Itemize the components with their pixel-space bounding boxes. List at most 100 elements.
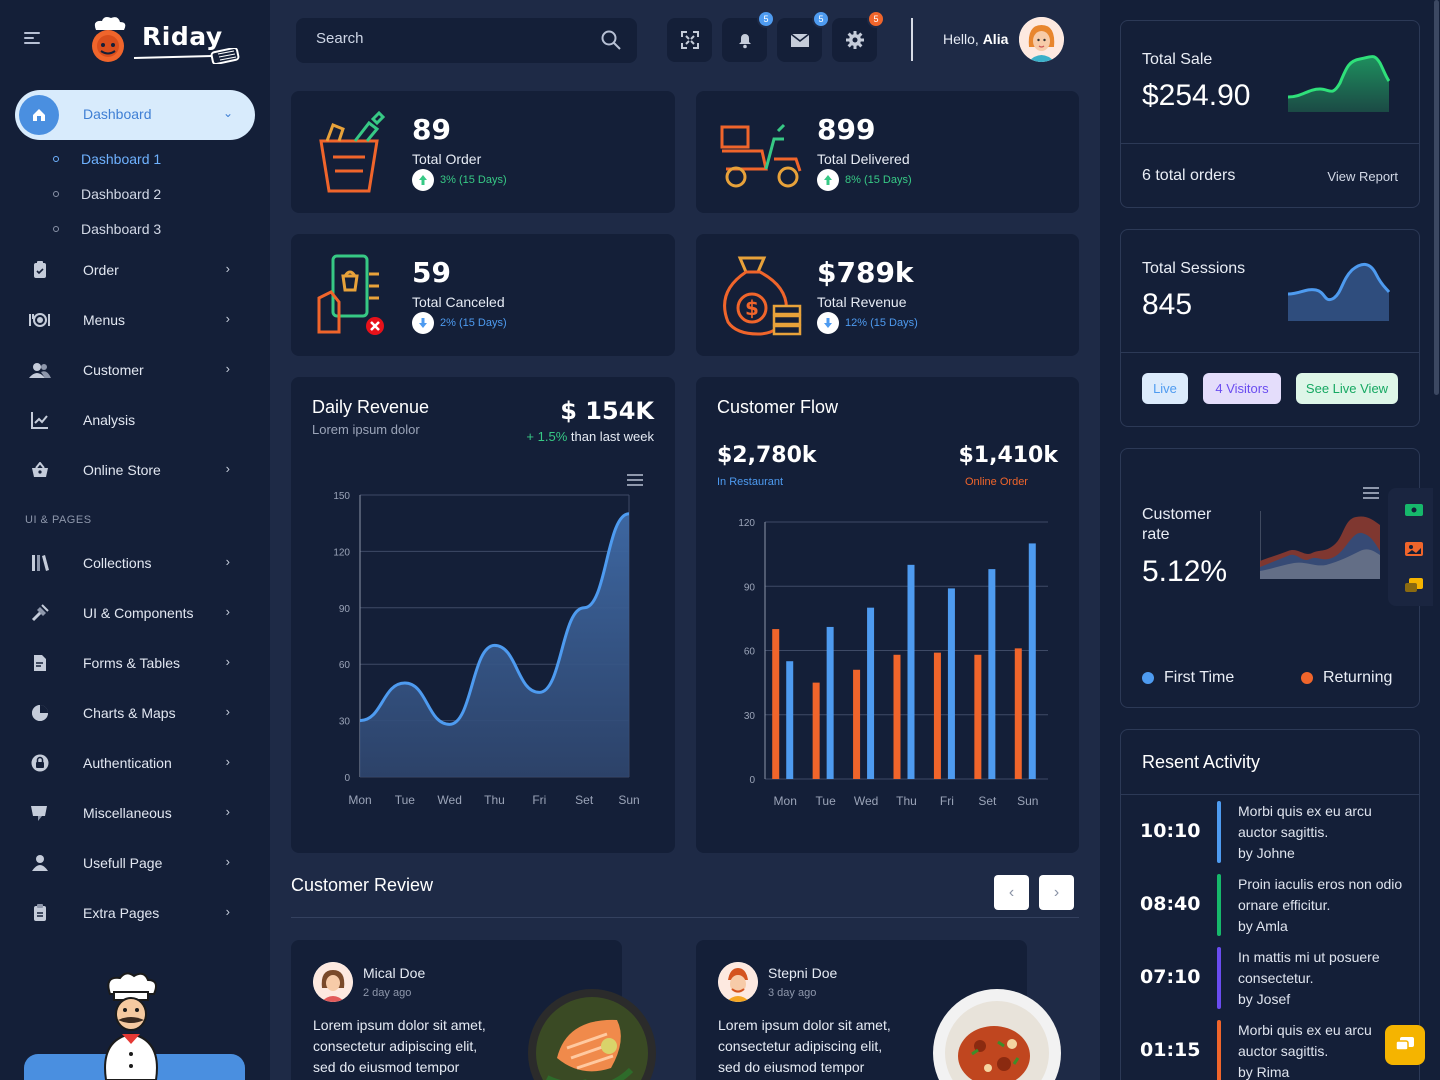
in-restaurant-bar xyxy=(907,564,915,779)
y-tick-label: 60 xyxy=(339,660,351,671)
divider xyxy=(1121,143,1419,144)
notifications-button[interactable]: 5 xyxy=(722,10,775,62)
search-input[interactable] xyxy=(316,30,576,47)
chevron-right-icon: › xyxy=(225,654,230,669)
sidebar-item-menus[interactable]: Menus › xyxy=(28,308,238,332)
food-bag-icon xyxy=(319,111,386,193)
y-tick-label: 30 xyxy=(339,717,351,728)
chevron-right-icon: › xyxy=(225,804,230,819)
sidebar-item-analysis[interactable]: Analysis xyxy=(28,408,238,432)
sidebar-item-ui-components[interactable]: UI & Components › xyxy=(28,601,238,625)
total-sessions-label: Total Sessions xyxy=(1142,260,1246,277)
brand-name: Riday xyxy=(142,22,223,51)
sidebar-item-online-store[interactable]: Online Store › xyxy=(28,458,238,482)
books-icon xyxy=(28,551,52,575)
chevron-right-icon: › xyxy=(225,904,230,919)
stat-change: 3% (15 Days) xyxy=(412,169,507,191)
y-tick-label: 120 xyxy=(333,547,350,558)
chevron-right-icon: › xyxy=(225,854,230,869)
misc-icon xyxy=(28,801,52,825)
in-restaurant-bar xyxy=(826,626,834,779)
sidebar-item-customer[interactable]: Customer › xyxy=(28,358,238,382)
review-text: Lorem ipsum dolor sit amet, consectetur … xyxy=(718,1017,891,1075)
arrow-up-icon xyxy=(817,169,839,191)
sidebar-item-forms-tables[interactable]: Forms & Tables › xyxy=(28,651,238,675)
prev-review-button[interactable]: ‹ xyxy=(994,875,1029,910)
messages-button[interactable]: 5 xyxy=(777,10,830,62)
menu-toggle-icon[interactable] xyxy=(24,32,40,47)
sidebar-item-miscellaneous[interactable]: Miscellaneous › xyxy=(28,801,238,825)
spatula-icon xyxy=(133,48,240,64)
stat-label: Total Revenue xyxy=(817,294,907,310)
y-tick-label: 90 xyxy=(339,604,351,615)
chat-bubble-icon[interactable] xyxy=(1405,578,1423,594)
daily-revenue-card: Daily Revenue Lorem ipsum dolor $ 154K +… xyxy=(291,377,675,853)
see-live-view-button[interactable]: See Live View xyxy=(1296,373,1398,404)
sidebar-item-dashboard[interactable]: Dashboard ⌄ xyxy=(15,90,255,140)
user-icon xyxy=(28,851,52,875)
online-order-bar xyxy=(1014,648,1022,779)
activity-color-bar xyxy=(1217,1020,1221,1080)
greeting: Hello, Alia xyxy=(943,31,1008,47)
tools-icon xyxy=(28,601,52,625)
image-icon[interactable] xyxy=(1405,542,1423,556)
activity-text: Morbi quis ex eu arcu auctor sagittis. by… xyxy=(1238,801,1408,864)
online-order-bar xyxy=(893,654,901,779)
scrollbar-thumb[interactable] xyxy=(1434,0,1439,395)
divider xyxy=(1121,794,1419,795)
x-tick-label: Tue xyxy=(816,794,837,808)
sidebar-subitem-dashboard-1[interactable]: Dashboard 1 xyxy=(50,151,161,167)
cash-icon[interactable] xyxy=(1405,504,1423,516)
sidebar-item-charts-maps[interactable]: Charts & Maps › xyxy=(28,701,238,725)
scrollbar[interactable] xyxy=(1433,0,1440,1080)
daily-revenue-value: $ 154K xyxy=(560,397,654,425)
sidebar-item-label: Usefull Page xyxy=(83,855,163,871)
chevron-down-icon: ⌄ xyxy=(222,106,233,120)
chevron-right-icon: › xyxy=(225,311,230,326)
sidebar-item-extra-pages[interactable]: Extra Pages › xyxy=(28,901,238,925)
cutlery-icon xyxy=(28,308,52,332)
stat-label: Total Canceled xyxy=(412,294,505,310)
chart-menu-icon[interactable] xyxy=(1363,487,1379,502)
stat-label: Total Delivered xyxy=(817,151,910,167)
reviewer-name: Mical Doe xyxy=(363,965,426,981)
chart-menu-icon[interactable] xyxy=(627,474,643,489)
customer-rate-card: Customer rate 5.12% First Time Returning xyxy=(1120,448,1420,708)
review-time: 2 day ago xyxy=(363,987,412,999)
basket-icon xyxy=(28,458,52,482)
total-sale-card: Total Sale $254.90 6 total orders View R… xyxy=(1120,20,1420,208)
next-review-button[interactable]: › xyxy=(1039,875,1074,910)
sidebar-item-label: Analysis xyxy=(83,412,136,428)
chat-button[interactable] xyxy=(1385,1025,1425,1065)
online-order-label: Online Order xyxy=(965,476,1028,488)
subitem-label: Dashboard 2 xyxy=(81,186,162,202)
sidebar-item-collections[interactable]: Collections › xyxy=(28,551,238,575)
card-title: Customer Flow xyxy=(717,397,839,417)
in-restaurant-bar xyxy=(867,607,875,779)
fullscreen-button[interactable] xyxy=(667,18,712,62)
settings-button[interactable]: 5 xyxy=(832,10,885,62)
gear-icon xyxy=(845,31,864,49)
sidebar-item-order[interactable]: Order › xyxy=(28,258,238,282)
live-pill[interactable]: Live xyxy=(1142,373,1188,404)
sidebar-subitem-dashboard-2[interactable]: Dashboard 2 xyxy=(50,186,161,202)
sidebar-item-label: Customer xyxy=(83,362,144,378)
card-title: Daily Revenue xyxy=(312,397,430,417)
sidebar-item-label: Extra Pages xyxy=(83,905,160,921)
search-icon[interactable] xyxy=(601,30,621,50)
activity-color-bar xyxy=(1217,801,1221,863)
view-report-link[interactable]: View Report xyxy=(1327,169,1398,184)
bell-icon xyxy=(738,34,751,49)
sidebar-item-usefull-page[interactable]: Usefull Page › xyxy=(28,851,238,875)
sidebar-item-authentication[interactable]: Authentication › xyxy=(28,751,238,775)
change-percent: + 1.5% xyxy=(526,429,568,444)
settings-badge: 5 xyxy=(867,10,885,28)
activity-message: Morbi quis ex eu arcu auctor sagittis. xyxy=(1238,803,1372,840)
search-bar[interactable] xyxy=(296,18,637,63)
activity-author: by Rima xyxy=(1238,1064,1290,1080)
visitors-pill[interactable]: 4 Visitors xyxy=(1203,373,1281,404)
sidebar-subitem-dashboard-3[interactable]: Dashboard 3 xyxy=(50,221,161,237)
user-avatar[interactable] xyxy=(1019,17,1064,62)
stat-value: 899 xyxy=(817,113,876,146)
brand-logo[interactable]: Riday xyxy=(88,16,248,66)
